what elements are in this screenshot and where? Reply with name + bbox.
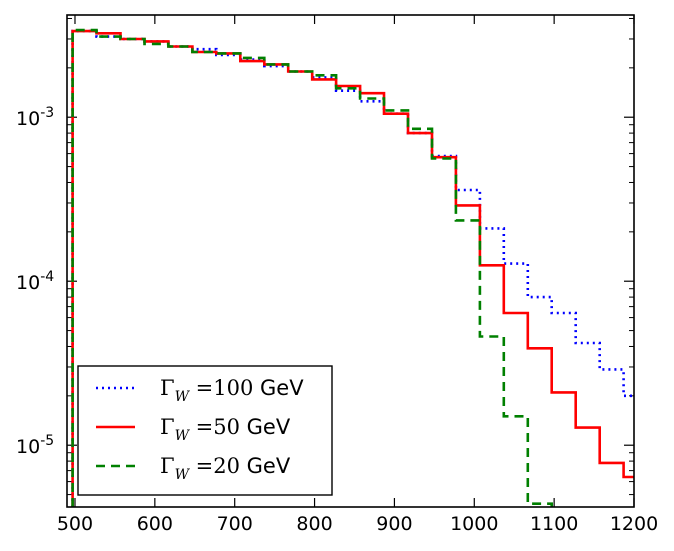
y-tick-label: 10-4	[16, 269, 54, 294]
legend-label-1: ΓW =50 GeV	[160, 415, 291, 444]
tick-labels: 500 600 700 800 900 1000 1100 1200 10-3 10-4 10-5	[16, 105, 658, 535]
x-tick-label: 600	[137, 513, 173, 535]
ticks	[67, 15, 635, 507]
legend-label-2: ΓW =20 GeV	[160, 454, 291, 483]
x-tick-label: 800	[296, 513, 332, 535]
series-line-1	[71, 29, 634, 507]
x-tick-label: 700	[217, 513, 253, 535]
x-tick-label: 500	[57, 513, 93, 535]
legend-box	[77, 365, 333, 496]
y-tick-label: 10-5	[16, 433, 54, 458]
plot-frame	[66, 14, 635, 508]
series-line-2	[71, 28, 553, 507]
series-layer	[71, 28, 634, 507]
x-tick-label: 1100	[530, 513, 578, 535]
x-tick-label: 900	[376, 513, 412, 535]
y-tick-label: 10-3	[16, 105, 54, 130]
x-tick-label: 1200	[610, 513, 658, 535]
x-tick-label: 1000	[450, 513, 498, 535]
legend: ΓW =100 GeV ΓW =50 GeV ΓW =20 GeV	[77, 365, 333, 496]
legend-label-0: ΓW =100 GeV	[160, 376, 304, 405]
